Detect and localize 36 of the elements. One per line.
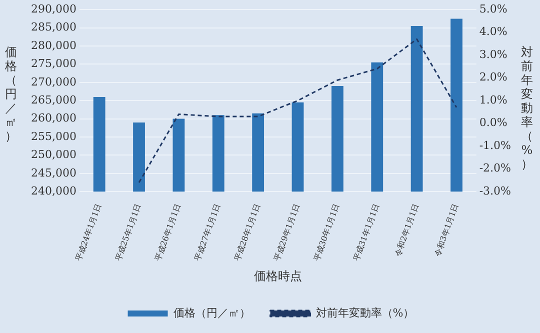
x-tick-label: 平成25年1月1日 (114, 202, 143, 262)
x-tick-label: 平成24年1月1日 (74, 202, 104, 262)
y-tick-label: 290,000 (30, 2, 76, 16)
y-tick-label: 260,000 (30, 112, 76, 125)
line-series (138, 38, 458, 184)
y-axis-title: 価格（円／㎡） (4, 45, 18, 143)
y2-tick-label: -2.0% (479, 162, 512, 175)
x-tick-label: 平成29年1月1日 (272, 202, 302, 262)
y-tick-label: 285,000 (30, 20, 76, 34)
x-tick-label: 令和2年1月1日 (393, 202, 421, 258)
y2-tick-label: 2.0% (479, 70, 508, 84)
y-tick-label: 280,000 (30, 38, 76, 52)
y2-tick-label: 1.0% (479, 93, 508, 106)
x-tick-label: 平成28年1月1日 (232, 202, 262, 262)
text: 対前年変動率（%） (521, 45, 533, 171)
y-tick-label: 255,000 (30, 130, 76, 143)
y2-tick-label: 3.0% (479, 48, 508, 61)
y-tick-label: 265,000 (30, 93, 76, 106)
x-axis-title: 価格時点 (254, 268, 302, 283)
y-tick-label: 250,000 (30, 148, 76, 162)
x-tick-label: 令和3年1月1日 (432, 202, 460, 258)
y-tick-label: 275,000 (30, 57, 76, 70)
y2-tick-label: 4.0% (479, 25, 508, 38)
legend-label: 価格（円／㎡） (173, 306, 250, 320)
x-tick-label: 平成26年1月1日 (153, 202, 183, 262)
y2-tick-label: 0.0% (479, 116, 508, 130)
y-tick-label: 240,000 (30, 184, 76, 198)
y-tick-label: 245,000 (30, 166, 76, 180)
y2-tick-label: 5.0% (479, 2, 508, 16)
x-tick-label: 平成31年1月1日 (352, 202, 381, 262)
legend-label: 対前年変動率（%） (316, 306, 414, 320)
x-tick-label: 平成27年1月1日 (193, 202, 222, 262)
y-tick-label: 270,000 (30, 75, 76, 88)
y2-tick-label: -1.0% (479, 138, 512, 152)
x-tick-label: 平成30年1月1日 (312, 202, 342, 262)
y2-tick-label: -3.0% (479, 184, 512, 198)
